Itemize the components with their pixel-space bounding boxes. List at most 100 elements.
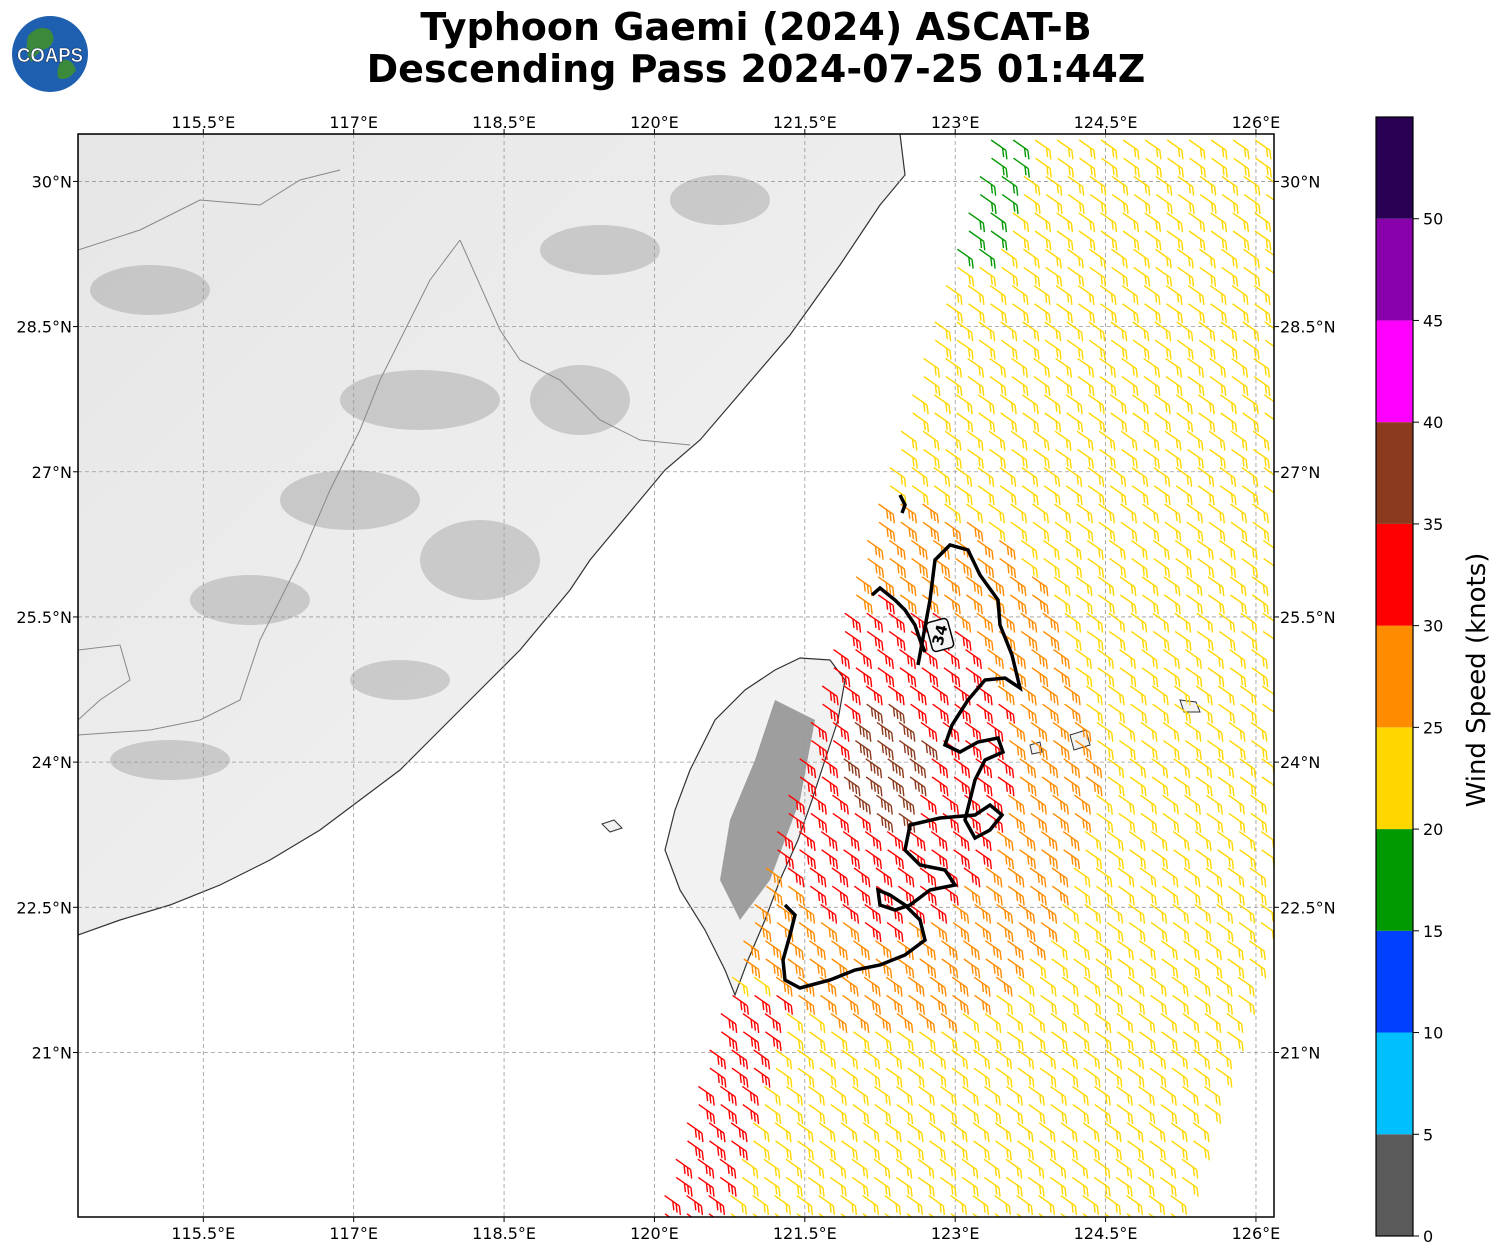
- wind-barb: [1089, 175, 1107, 196]
- wind-barb: [1243, 175, 1261, 196]
- wind-barb: [843, 776, 861, 797]
- wind-barb: [1206, 812, 1224, 833]
- wind-barb: [1216, 831, 1234, 852]
- wind-barb: [1154, 412, 1172, 433]
- wind-barb: [1159, 1085, 1177, 1106]
- wind-barb: [952, 994, 969, 1015]
- wind-barb: [1119, 649, 1136, 670]
- wind-barb: [983, 1176, 1001, 1197]
- colorbar-bin: [1376, 523, 1413, 626]
- wind-barb: [934, 339, 952, 360]
- wind-barb: [1117, 885, 1135, 906]
- wind-barb: [986, 812, 1004, 833]
- wind-barb: [1149, 1140, 1166, 1161]
- wind-barb: [1126, 1195, 1144, 1216]
- wind-barb: [1176, 248, 1194, 269]
- wind-barb: [1184, 812, 1202, 833]
- wind-barb: [1043, 467, 1061, 488]
- wind-barb: [1089, 266, 1107, 287]
- wind-barb: [955, 394, 973, 415]
- wind-barb: [910, 703, 928, 724]
- wind-barb: [906, 1213, 913, 1217]
- wind-barb: [1133, 194, 1151, 215]
- wind-barb: [1016, 1195, 1034, 1216]
- wind-barb: [997, 849, 1015, 870]
- wind-barb: [1238, 903, 1256, 924]
- wind-barb: [908, 831, 926, 852]
- wind-barb: [1220, 412, 1238, 433]
- wind-barb: [1097, 649, 1114, 670]
- wind-barb: [1055, 357, 1073, 378]
- wind-barb: [1203, 1085, 1221, 1106]
- wind-barb: [996, 903, 1014, 924]
- wind-barb: [1198, 321, 1216, 342]
- wind-barb: [920, 794, 937, 815]
- wind-barb: [1196, 612, 1214, 633]
- wind-barb: [1217, 776, 1235, 797]
- wind-barb: [1127, 976, 1145, 997]
- wind-barb: [965, 649, 982, 670]
- wind-barb: [968, 230, 986, 251]
- wind-barb: [1194, 831, 1212, 852]
- wind-barb: [962, 1104, 980, 1125]
- lon-tick-label: 117°E: [329, 113, 378, 132]
- wind-barb: [1089, 194, 1107, 215]
- wind-barb: [1153, 558, 1171, 579]
- wind-barb: [1175, 558, 1193, 579]
- wind-barb: [1116, 1013, 1134, 1034]
- wind-barb: [1029, 885, 1047, 906]
- wind-barb: [1170, 1122, 1188, 1143]
- wind-barb: [1017, 1067, 1035, 1088]
- wind-barb: [1020, 612, 1038, 633]
- wind-barb: [1183, 885, 1201, 906]
- wind-barb: [1088, 339, 1106, 360]
- colorbar-tick-label: 10: [1423, 1024, 1443, 1043]
- wind-barb: [1010, 521, 1028, 542]
- wind-barb: [840, 1195, 858, 1216]
- wind-barb: [1264, 321, 1274, 330]
- wind-barb: [1176, 321, 1194, 342]
- wind-barb: [1073, 940, 1090, 961]
- wind-barb: [1185, 649, 1202, 670]
- wind-barb: [1206, 721, 1224, 742]
- wind-barb: [1040, 994, 1057, 1015]
- map-frame: [77, 133, 1275, 1218]
- wind-barb: [1251, 576, 1269, 597]
- wind-barb: [1215, 1049, 1233, 1070]
- lon-tick-label: 120°E: [630, 1224, 679, 1243]
- wind-barb: [820, 903, 838, 924]
- wind-barb: [752, 1122, 770, 1143]
- wind-barb: [1199, 266, 1217, 287]
- wind-barb: [1166, 230, 1184, 251]
- wind-barb: [974, 831, 992, 852]
- wind-barb: [984, 1031, 1002, 1052]
- wind-barb: [954, 630, 972, 651]
- wind-barb: [675, 1176, 693, 1197]
- wind-barb: [1041, 849, 1059, 870]
- wind-barb: [1188, 230, 1206, 251]
- wind-barb: [821, 849, 839, 870]
- wind-barb: [829, 1085, 847, 1106]
- wind-barb: [822, 703, 840, 724]
- wind-barb: [1093, 1158, 1111, 1179]
- wind-barb: [1042, 703, 1060, 724]
- wind-barb: [1096, 812, 1114, 833]
- wind-barb: [898, 721, 916, 742]
- wind-barb: [1149, 1067, 1167, 1088]
- colorbar-bin: [1376, 320, 1413, 423]
- wind-barb: [956, 412, 974, 433]
- wind-barb: [978, 339, 996, 360]
- wind-barb: [930, 994, 947, 1015]
- wind-barb: [953, 849, 971, 870]
- wind-barb: [997, 776, 1015, 797]
- wind-barb: [1216, 903, 1234, 924]
- wind-barb: [709, 1140, 726, 1161]
- wind-barb: [1095, 867, 1113, 888]
- wind-barb: [1077, 357, 1095, 378]
- wind-barb: [1171, 1049, 1189, 1070]
- wind-barb: [1097, 576, 1115, 597]
- coaps-logo: COAPS: [12, 16, 88, 92]
- wind-barb: [944, 503, 961, 524]
- wind-barb: [973, 1140, 990, 1161]
- wind-barb: [1137, 1085, 1155, 1106]
